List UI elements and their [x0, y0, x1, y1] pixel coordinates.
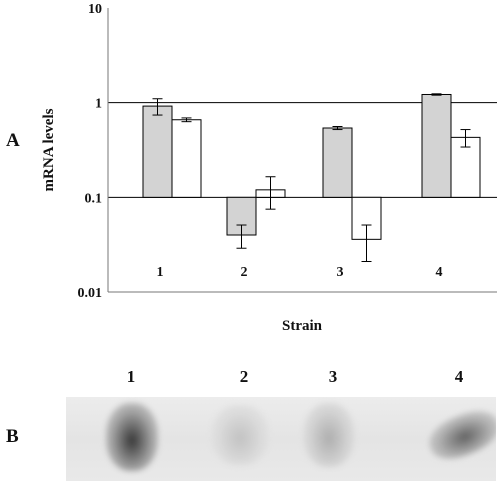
x-tick-labels: 1 2 3 4 — [157, 265, 443, 280]
bar — [171, 119, 202, 198]
bar — [142, 105, 173, 198]
bars — [142, 93, 481, 240]
blot-lane-label: 4 — [454, 367, 464, 386]
blot-band — [304, 403, 354, 467]
bar — [322, 127, 353, 198]
y-tick-label: 0.1 — [85, 191, 103, 206]
panel-a-label: A — [6, 130, 20, 151]
y-axis-label: mRNA levels — [41, 108, 57, 191]
bar-chart: 10 1 0.1 0.01 1 2 3 4 mRNA levels Strain — [41, 2, 497, 334]
x-tick-label: 2 — [241, 265, 248, 280]
blot-lane-label: 1 — [126, 367, 136, 386]
panel-b-label: B — [6, 426, 19, 447]
bar — [421, 93, 452, 198]
x-tick-label: 1 — [157, 265, 164, 280]
blot-band — [106, 403, 158, 471]
x-tick-label: 4 — [436, 265, 443, 280]
y-tick-labels: 10 1 0.1 0.01 — [78, 2, 103, 301]
blot-band — [212, 405, 268, 465]
northern-blot-image — [66, 397, 496, 481]
bar — [450, 136, 481, 198]
error-bars — [152, 93, 471, 262]
blot-lane-label: 3 — [328, 367, 338, 386]
blot-band — [423, 402, 496, 468]
blot-lane-label: 2 — [239, 367, 249, 386]
y-tick-label: 0.01 — [78, 286, 103, 301]
x-axis-label: Strain — [282, 318, 323, 334]
y-tick-label: 1 — [95, 97, 102, 112]
x-tick-label: 3 — [337, 265, 344, 280]
y-tick-label: 10 — [88, 2, 102, 17]
